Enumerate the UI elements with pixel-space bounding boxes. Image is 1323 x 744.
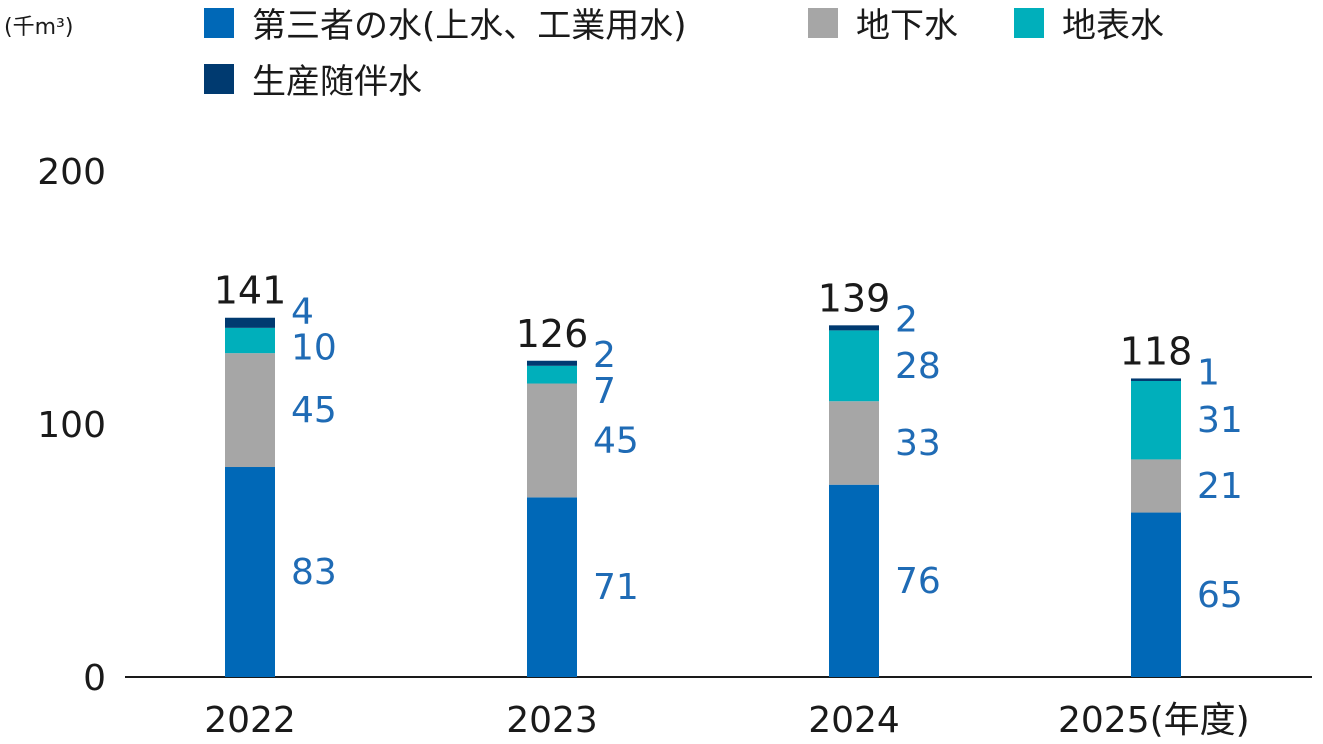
bar-segment (527, 360, 577, 366)
x-axis-ticks: 2022 2023 2024 2025(年度) (204, 700, 1250, 741)
segment-value-label: 7 (593, 371, 616, 412)
bar-segment (527, 497, 577, 677)
bar-segment (225, 467, 275, 677)
legend-swatch (204, 64, 234, 94)
bars (225, 317, 1181, 677)
segment-value-label: 1 (1197, 352, 1220, 393)
y-axis-unit-label: (千m³) (4, 15, 73, 40)
x-tick-label: 2025(年度) (1058, 700, 1250, 741)
total-value-label: 118 (1120, 329, 1193, 373)
total-value-label: 141 (214, 269, 287, 313)
segment-value-label: 2 (593, 335, 616, 376)
legend-label: 第三者の水(上水、工業用水) (252, 6, 687, 46)
segment-value-label: 71 (593, 567, 639, 608)
bar-segment (225, 353, 275, 468)
bar-segment (1131, 459, 1181, 513)
legend-swatch (204, 8, 234, 38)
bar-segment (1131, 378, 1181, 381)
x-tick-label: 2023 (506, 700, 598, 741)
bar-segment (829, 484, 879, 677)
bar-segment (829, 330, 879, 402)
total-value-label: 139 (818, 276, 891, 320)
segment-value-label: 21 (1197, 466, 1243, 507)
legend-label: 地表水 (1062, 6, 1164, 46)
segment-value-label: 2 (895, 299, 918, 340)
segment-value-label: 83 (291, 552, 337, 593)
segment-value-label: 33 (895, 423, 941, 464)
segment-value-label: 31 (1197, 400, 1243, 441)
legend-swatch (1014, 8, 1044, 38)
legend-label: 地下水 (856, 6, 958, 46)
segment-value-label: 76 (895, 561, 941, 602)
y-tick-label: 0 (83, 658, 106, 699)
x-tick-label: 2024 (808, 700, 900, 741)
segment-value-label: 65 (1197, 575, 1243, 616)
bar-segment (527, 365, 577, 384)
bar-segment (829, 325, 879, 331)
y-tick-label: 100 (37, 405, 106, 446)
legend-swatch (808, 8, 838, 38)
segment-value-label: 28 (895, 346, 941, 387)
legend-label: 生産随伴水 (252, 62, 422, 102)
segment-value-label: 45 (593, 420, 639, 461)
total-value-label: 126 (516, 312, 589, 356)
bar-segment (1131, 512, 1181, 677)
segment-value-label: 10 (291, 328, 337, 369)
segment-value-label: 45 (291, 390, 337, 431)
bar-segment (1131, 380, 1181, 460)
y-axis-ticks: 0 100 200 (37, 152, 106, 699)
x-tick-label: 2022 (204, 700, 296, 741)
bar-segment (225, 317, 275, 328)
segment-value-label: 4 (291, 292, 314, 333)
bar-segment (527, 383, 577, 498)
bar-segment (225, 327, 275, 354)
bar-segment (829, 401, 879, 485)
y-tick-label: 200 (37, 152, 106, 193)
